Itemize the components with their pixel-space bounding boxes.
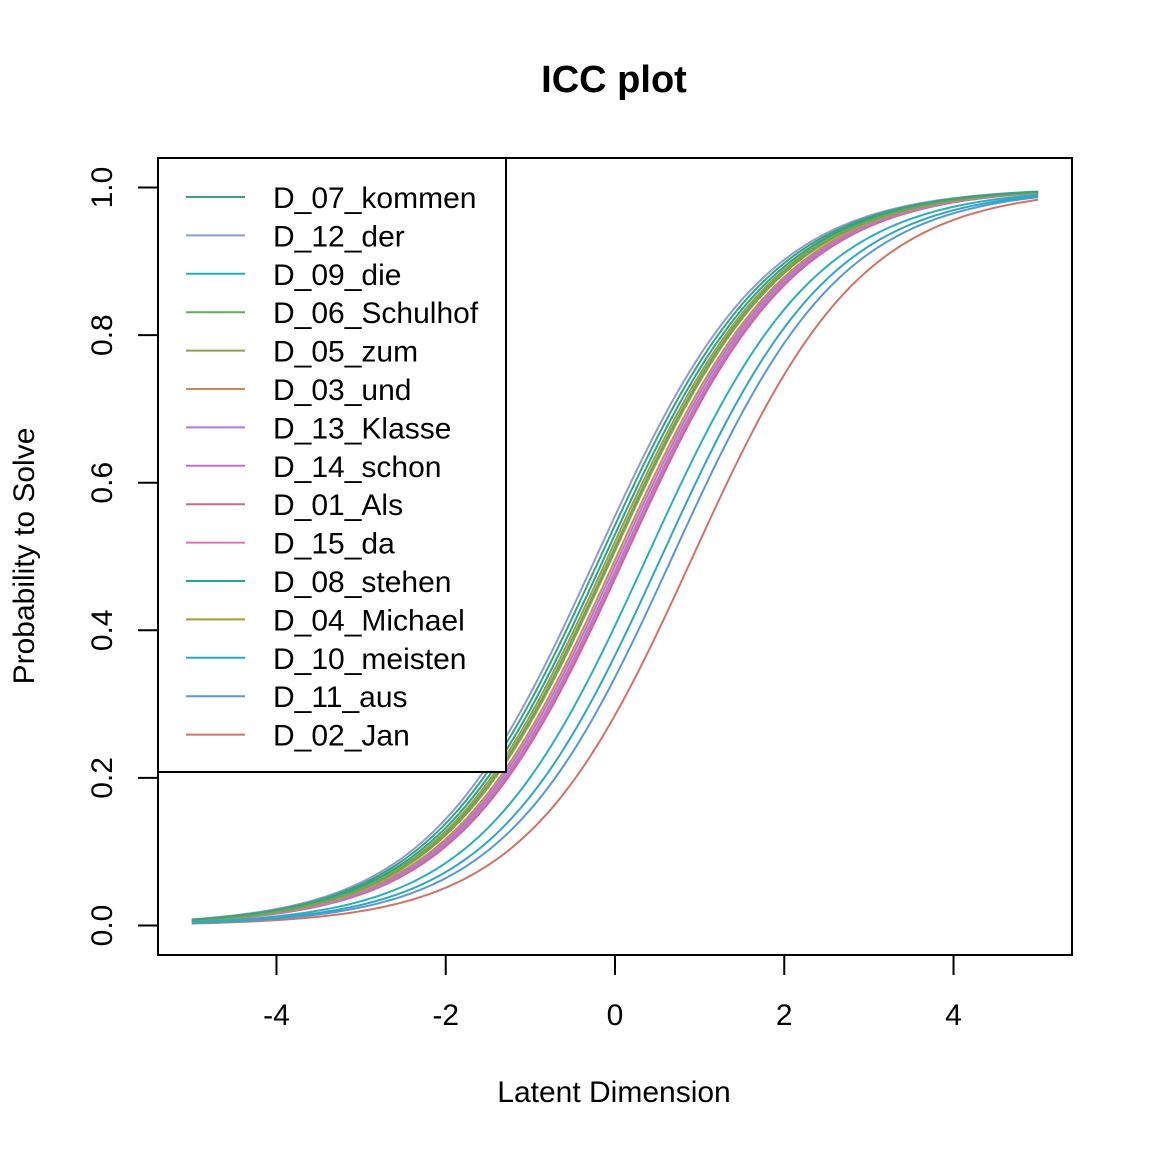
- legend-label: D_11_aus: [273, 681, 408, 714]
- curves-group: [191, 190, 1039, 925]
- series-line-D_06_Schulhof: [191, 191, 1039, 922]
- series-line-D_10_meisten: [191, 195, 1039, 924]
- legend-label: D_10_meisten: [273, 643, 466, 676]
- legend-label: D_01_Als: [273, 489, 403, 522]
- y-tick-label: 0.6: [86, 462, 119, 504]
- legend-label: D_05_zum: [273, 336, 418, 369]
- y-tick-label: 0.8: [86, 314, 119, 356]
- legend-label: D_13_Klasse: [273, 412, 451, 445]
- legend-label: D_06_Schulhof: [273, 297, 479, 330]
- x-tick-label: -4: [263, 999, 290, 1032]
- x-tick-label: 0: [607, 999, 624, 1032]
- series-line-D_07_kommen: [191, 190, 1039, 921]
- y-tick-label: 0.4: [86, 609, 119, 651]
- legend-label: D_08_stehen: [273, 566, 451, 599]
- y-tick-label: 0.0: [86, 905, 119, 947]
- series-line-D_08_stehen: [191, 190, 1039, 921]
- legend-label: D_07_kommen: [273, 182, 476, 215]
- x-axis-label: Latent Dimension: [497, 1076, 730, 1109]
- legend: D_07_kommen D_12_der D_09_die D_06_Schulhof…: [157, 157, 507, 773]
- legend-label: D_02_Jan: [273, 720, 410, 753]
- legend-label: D_03_und: [273, 374, 411, 407]
- series-line-D_02_Jan: [191, 198, 1039, 925]
- y-tick-label: 1.0: [86, 167, 119, 209]
- legend-label: D_15_da: [273, 528, 395, 561]
- series-line-D_13_Klasse: [191, 191, 1039, 922]
- x-tick-label: 4: [945, 999, 962, 1032]
- y-axis-ticks: 0.0 0.2 0.4 0.6 0.8 1.0: [86, 167, 158, 947]
- series-line-D_03_und: [191, 191, 1039, 922]
- legend-label: D_09_die: [273, 259, 401, 292]
- series-line-D_09_die: [191, 193, 1039, 924]
- x-tick-label: -2: [432, 999, 459, 1032]
- y-axis-label: Probability to Solve: [8, 428, 41, 685]
- chart-title: ICC plot: [541, 59, 687, 101]
- x-tick-label: 2: [776, 999, 793, 1032]
- legend-label: D_04_Michael: [273, 604, 465, 637]
- legend-label: D_14_schon: [273, 451, 441, 484]
- legend-label: D_12_der: [273, 220, 405, 253]
- y-tick-label: 0.2: [86, 757, 119, 799]
- series-line-D_11_aus: [191, 196, 1039, 924]
- x-axis-ticks: -4 -2 0 2 4: [263, 955, 962, 1032]
